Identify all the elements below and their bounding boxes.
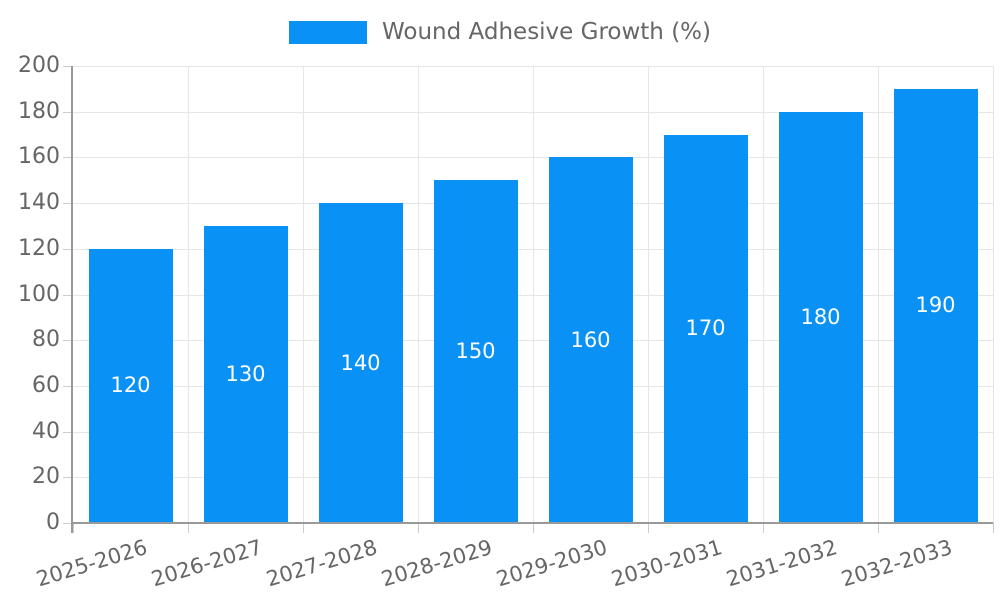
x-axis-tick bbox=[878, 523, 879, 533]
y-axis-tick bbox=[63, 431, 73, 433]
y-axis-tick bbox=[63, 248, 73, 250]
gridline-vertical bbox=[188, 66, 189, 523]
bar: 190 bbox=[893, 88, 978, 522]
y-axis-tick bbox=[63, 477, 73, 479]
bar-value-label: 190 bbox=[915, 293, 956, 318]
y-axis-tick-label: 20 bbox=[32, 464, 60, 490]
bar: 180 bbox=[778, 111, 863, 522]
y-axis-tick-label: 140 bbox=[18, 190, 60, 216]
y-axis-line bbox=[71, 66, 73, 533]
x-axis-tick bbox=[418, 523, 419, 533]
y-axis-tick-label: 120 bbox=[18, 235, 60, 261]
y-axis-tick bbox=[63, 523, 73, 524]
gridline-vertical bbox=[418, 66, 419, 523]
y-axis-tick-label: 100 bbox=[18, 281, 60, 307]
y-axis-tick-label: 160 bbox=[18, 144, 60, 170]
x-axis-tick bbox=[993, 523, 994, 533]
y-axis-tick bbox=[63, 157, 73, 159]
x-axis-line bbox=[71, 522, 993, 524]
y-axis-tick-label: 80 bbox=[32, 327, 60, 353]
bar: 170 bbox=[663, 134, 748, 522]
legend-label: Wound Adhesive Growth (%) bbox=[382, 19, 711, 45]
x-axis-tick bbox=[188, 523, 189, 533]
x-axis-tick bbox=[648, 523, 649, 533]
x-axis-tick bbox=[73, 523, 74, 533]
x-axis-tick bbox=[303, 523, 304, 533]
x-axis-tick bbox=[763, 523, 764, 533]
y-axis-tick-label: 0 bbox=[46, 510, 60, 535]
gridline-vertical bbox=[533, 66, 534, 523]
y-axis-tick bbox=[63, 66, 73, 67]
bar: 150 bbox=[433, 180, 518, 522]
y-axis-tick bbox=[63, 340, 73, 342]
y-axis-tick-label: 40 bbox=[32, 418, 60, 444]
gridline-vertical bbox=[993, 66, 994, 523]
gridline-vertical bbox=[763, 66, 764, 523]
y-axis-tick-label: 180 bbox=[18, 98, 60, 124]
legend: Wound Adhesive Growth (%) bbox=[0, 18, 1000, 46]
bar-value-label: 170 bbox=[685, 316, 726, 341]
y-axis-tick bbox=[63, 294, 73, 296]
gridline-vertical bbox=[648, 66, 649, 523]
y-axis-tick bbox=[63, 203, 73, 205]
y-axis-tick bbox=[63, 385, 73, 387]
bar-value-label: 160 bbox=[570, 327, 611, 352]
bar: 160 bbox=[548, 157, 633, 522]
x-axis-tick bbox=[533, 523, 534, 533]
bar-value-label: 180 bbox=[800, 304, 841, 329]
bar-value-label: 150 bbox=[455, 339, 496, 364]
gridline-vertical bbox=[878, 66, 879, 523]
bar: 120 bbox=[88, 248, 173, 522]
legend-swatch-icon bbox=[289, 20, 367, 44]
bar-value-label: 130 bbox=[225, 361, 266, 386]
y-axis-tick-label: 60 bbox=[32, 372, 60, 398]
bar-value-label: 120 bbox=[110, 373, 151, 398]
gridline-vertical bbox=[303, 66, 304, 523]
y-axis-tick-label: 200 bbox=[18, 53, 60, 78]
bar-value-label: 140 bbox=[340, 350, 381, 375]
bar: 140 bbox=[318, 203, 403, 522]
y-axis-tick bbox=[63, 111, 73, 113]
legend-item[interactable]: Wound Adhesive Growth (%) bbox=[289, 18, 711, 46]
bar: 130 bbox=[203, 225, 288, 522]
